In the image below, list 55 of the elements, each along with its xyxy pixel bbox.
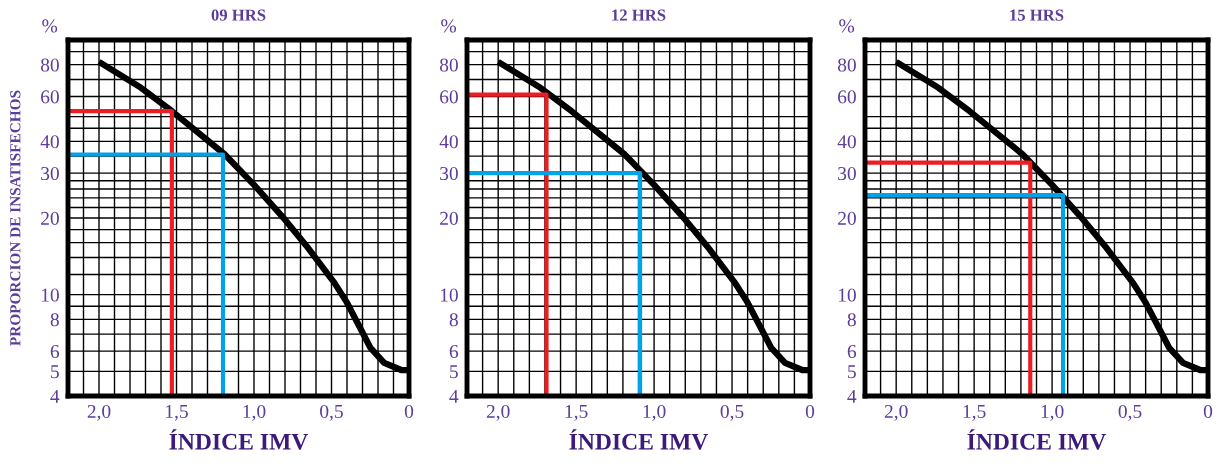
y-tick-label: 4: [449, 389, 459, 403]
x-tick-label: 2,0: [884, 404, 908, 421]
y-tick-label: 10: [440, 288, 458, 302]
x-tick-label: 1,5: [166, 404, 188, 421]
y-tick-label: 4: [50, 389, 60, 403]
y-tick-label: 5: [450, 365, 458, 379]
x-tick-label: 2,0: [486, 404, 510, 421]
y-tick-label: 30: [41, 166, 59, 181]
y-tick-label: 6: [847, 345, 857, 359]
text: %: [839, 19, 855, 33]
y-tick-label: 5: [51, 365, 59, 379]
y-tick-label: 30: [838, 166, 856, 181]
y-tick-label: 60: [838, 90, 856, 104]
y-axis-title: PROPORCION DE INSATISFECHOS: [10, 90, 21, 346]
text: %: [42, 19, 58, 33]
x-axis-title: ÍNDICE IMV: [569, 429, 709, 450]
x-tick-label: 0,5: [1118, 404, 1142, 421]
y-tick-label: 40: [40, 135, 59, 149]
x-tick-label: 1,5: [963, 404, 986, 421]
y-tick-label: 40: [439, 135, 458, 149]
x-axis-title: ÍNDICE IMV: [967, 429, 1107, 450]
chart-title: 09 HRS: [211, 9, 266, 21]
y-tick-label: 20: [440, 211, 458, 225]
y-tick-label: 6: [449, 345, 459, 359]
x-tick-label: 0,5: [720, 404, 744, 421]
x-tick-label: 1,0: [243, 404, 266, 421]
x-tick-label: 0: [404, 404, 414, 419]
x-tick-label: 1,5: [565, 404, 588, 421]
x-tick-label: 2,0: [87, 404, 111, 421]
x-tick-label: 0: [805, 404, 815, 419]
y-tick-label: 80: [439, 58, 458, 72]
y-tick-label: 6: [50, 345, 60, 359]
y-tick-label: 40: [837, 135, 856, 149]
y-tick-label: 60: [41, 90, 59, 104]
y-tick-label: 4: [847, 389, 857, 403]
chart-title: 12 HRS: [612, 9, 666, 21]
y-tick-label: 8: [50, 313, 59, 327]
y-tick-label: 8: [847, 313, 856, 327]
y-tick-label: 10: [41, 288, 59, 302]
y-tick-label: 60: [440, 90, 458, 104]
x-axis-title: ÍNDICE IMV: [169, 429, 309, 450]
y-tick-label: 20: [41, 211, 59, 225]
y-tick-label: 8: [449, 313, 458, 327]
y-tick-label: 20: [838, 211, 856, 225]
chart-title: 15 HRS: [1010, 9, 1064, 21]
x-tick-label: 0,5: [320, 404, 343, 421]
y-tick-label: 80: [40, 58, 59, 72]
y-tick-label: 5: [848, 365, 856, 379]
y-tick-label: 80: [837, 58, 856, 72]
text: %: [441, 19, 457, 33]
y-tick-label: 30: [440, 166, 458, 181]
x-tick-label: 1,0: [643, 404, 666, 421]
x-tick-label: 1,0: [1041, 404, 1064, 421]
y-tick-label: 10: [838, 288, 856, 302]
x-tick-label: 0: [1203, 404, 1213, 419]
